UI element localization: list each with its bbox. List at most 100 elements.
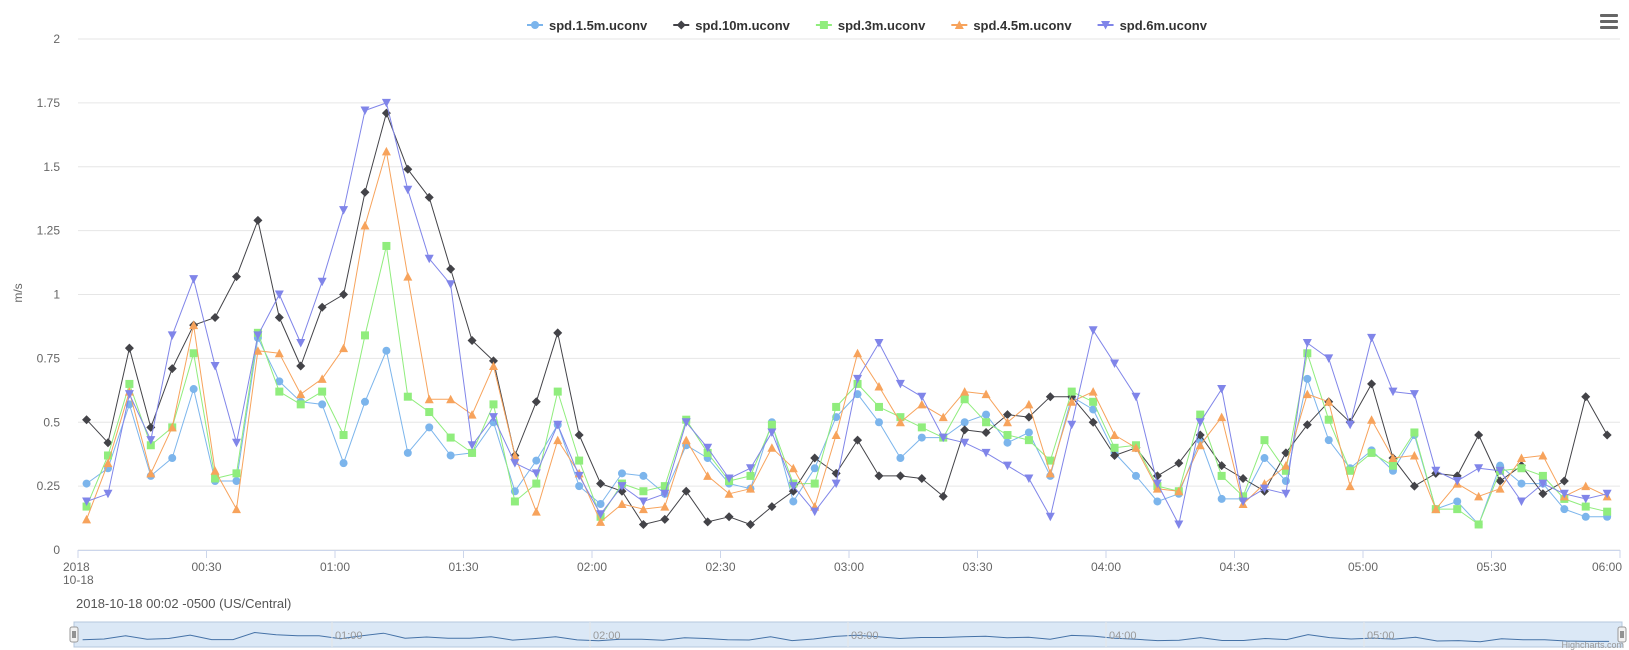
- data-point[interactable]: [1474, 520, 1483, 529]
- data-point[interactable]: [1517, 479, 1526, 488]
- data-point[interactable]: [575, 456, 584, 465]
- data-point[interactable]: [1474, 491, 1484, 501]
- data-point[interactable]: [531, 469, 541, 478]
- data-point[interactable]: [703, 448, 712, 457]
- data-point[interactable]: [1131, 443, 1141, 452]
- data-point[interactable]: [424, 394, 434, 404]
- data-point[interactable]: [1516, 497, 1526, 506]
- data-point[interactable]: [189, 385, 198, 394]
- data-point[interactable]: [1002, 461, 1012, 471]
- data-point[interactable]: [982, 410, 991, 419]
- data-point[interactable]: [1281, 448, 1291, 458]
- data-point[interactable]: [960, 395, 969, 404]
- data-point[interactable]: [403, 392, 412, 401]
- data-point[interactable]: [1088, 387, 1098, 396]
- data-point[interactable]: [1495, 484, 1505, 493]
- data-point[interactable]: [425, 408, 434, 417]
- data-point[interactable]: [703, 443, 713, 453]
- data-point[interactable]: [125, 379, 134, 388]
- data-point[interactable]: [1559, 476, 1569, 486]
- data-point[interactable]: [681, 486, 691, 496]
- data-point[interactable]: [189, 320, 199, 330]
- data-point[interactable]: [1474, 430, 1484, 440]
- series-line[interactable]: [86, 102, 1608, 525]
- data-point[interactable]: [1302, 339, 1312, 348]
- legend-item[interactable]: spd.3m.uconv: [815, 18, 926, 33]
- data-point[interactable]: [467, 335, 477, 345]
- data-point[interactable]: [1024, 474, 1034, 483]
- data-point[interactable]: [617, 499, 627, 509]
- data-point[interactable]: [745, 519, 755, 529]
- data-point[interactable]: [853, 390, 862, 399]
- data-point[interactable]: [1281, 489, 1291, 499]
- data-point[interactable]: [424, 254, 434, 264]
- data-point[interactable]: [296, 361, 306, 371]
- data-point[interactable]: [231, 272, 241, 282]
- series-spd.6m.uconv[interactable]: [82, 98, 1612, 529]
- data-point[interactable]: [853, 435, 863, 445]
- data-point[interactable]: [745, 484, 755, 493]
- data-point[interactable]: [82, 415, 92, 425]
- data-point[interactable]: [1217, 385, 1227, 394]
- data-point[interactable]: [210, 362, 220, 371]
- data-point[interactable]: [1516, 453, 1526, 463]
- data-point[interactable]: [660, 514, 670, 524]
- legend-marker[interactable]: [954, 20, 964, 30]
- data-point[interactable]: [638, 519, 648, 529]
- data-point[interactable]: [575, 482, 584, 491]
- data-point[interactable]: [810, 479, 819, 488]
- data-point[interactable]: [360, 187, 370, 197]
- data-point[interactable]: [1581, 512, 1590, 521]
- data-point[interactable]: [296, 389, 306, 399]
- data-point[interactable]: [789, 497, 798, 506]
- data-point[interactable]: [275, 377, 284, 386]
- data-point[interactable]: [1067, 397, 1077, 406]
- data-point[interactable]: [1281, 466, 1290, 475]
- data-point[interactable]: [596, 510, 606, 519]
- data-point[interactable]: [1259, 484, 1269, 494]
- data-point[interactable]: [1088, 417, 1098, 427]
- data-point[interactable]: [724, 474, 734, 483]
- data-point[interactable]: [360, 397, 369, 406]
- data-point[interactable]: [382, 346, 391, 355]
- data-point[interactable]: [467, 410, 477, 419]
- data-point[interactable]: [1602, 489, 1612, 499]
- data-point[interactable]: [1581, 502, 1590, 511]
- data-point[interactable]: [1238, 473, 1248, 483]
- data-point[interactable]: [103, 438, 113, 448]
- data-point[interactable]: [724, 512, 734, 522]
- data-point[interactable]: [317, 374, 327, 383]
- data-point[interactable]: [467, 441, 477, 450]
- data-point[interactable]: [468, 448, 477, 457]
- data-point[interactable]: [253, 331, 263, 340]
- data-point[interactable]: [167, 422, 177, 432]
- data-point[interactable]: [874, 418, 883, 427]
- data-point[interactable]: [1581, 494, 1591, 504]
- data-point[interactable]: [275, 387, 284, 396]
- data-point[interactable]: [660, 482, 669, 491]
- data-point[interactable]: [1045, 468, 1055, 478]
- data-point[interactable]: [1388, 461, 1397, 470]
- data-point[interactable]: [1174, 520, 1184, 529]
- data-point[interactable]: [339, 290, 349, 299]
- data-point[interactable]: [1367, 333, 1377, 343]
- data-point[interactable]: [574, 471, 584, 481]
- data-point[interactable]: [1367, 379, 1377, 389]
- data-point[interactable]: [1196, 410, 1205, 419]
- data-point[interactable]: [831, 430, 841, 440]
- data-point[interactable]: [767, 443, 777, 452]
- data-point[interactable]: [1110, 450, 1120, 460]
- data-point[interactable]: [746, 471, 755, 480]
- data-point[interactable]: [532, 479, 541, 488]
- data-point[interactable]: [510, 459, 520, 468]
- legend-item[interactable]: spd.6m.uconv: [1097, 18, 1208, 33]
- data-point[interactable]: [1367, 415, 1377, 424]
- data-point[interactable]: [318, 387, 327, 396]
- data-point[interactable]: [745, 464, 755, 473]
- data-point[interactable]: [853, 348, 863, 358]
- data-point[interactable]: [82, 514, 92, 524]
- data-point[interactable]: [832, 402, 841, 411]
- data-point[interactable]: [1110, 359, 1120, 368]
- navigator-handle-left[interactable]: [69, 626, 79, 643]
- data-point[interactable]: [1110, 443, 1119, 452]
